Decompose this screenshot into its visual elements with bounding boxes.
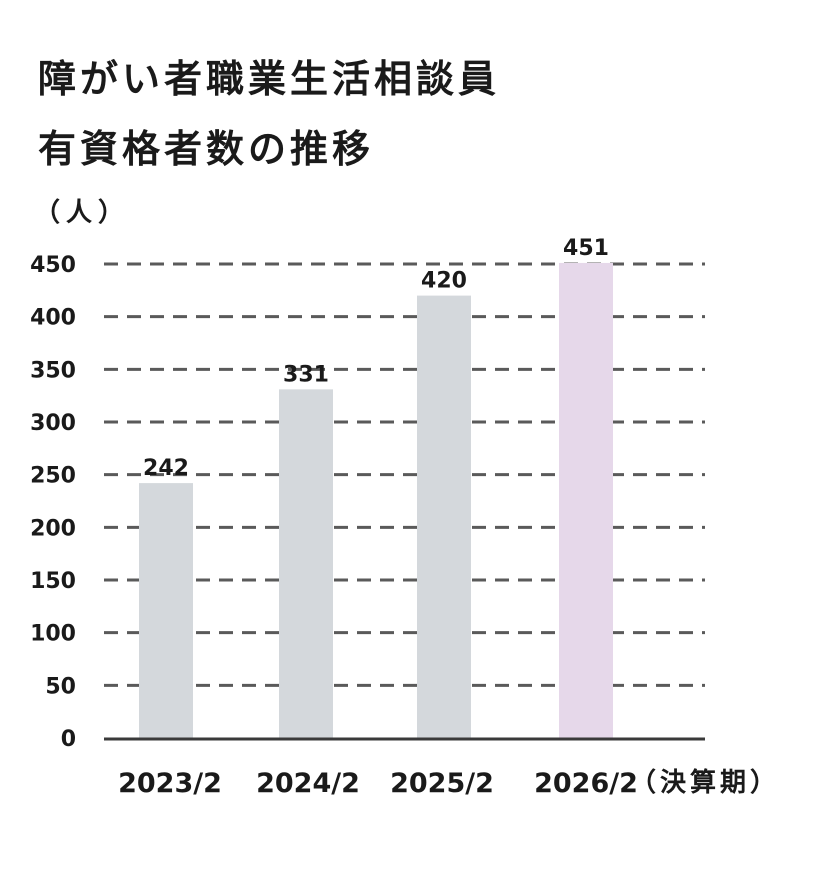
x-tick-label: 2024/2 (256, 768, 360, 799)
gridlines (104, 262, 705, 687)
y-tick-label: 100 (30, 622, 76, 647)
y-tick-label: 300 (30, 411, 76, 436)
bar (559, 262, 613, 738)
y-tick-label: 400 (30, 306, 76, 331)
y-tick-label: 200 (30, 516, 76, 541)
y-tick-label: 50 (45, 674, 76, 699)
bar (139, 483, 193, 738)
x-tick-label: 2026/2 (534, 768, 638, 799)
bar (417, 295, 471, 738)
bars (139, 262, 613, 738)
x-axis-suffix-label: （決算期） (630, 767, 780, 798)
data-label: 420 (421, 269, 467, 294)
data-label: 242 (143, 456, 189, 481)
y-tick-label: 0 (61, 727, 76, 752)
y-axis-unit-label: （人） (34, 198, 131, 228)
chart-title-line-1: 障がい者職業生活相談員 (38, 57, 501, 101)
x-tick-label: 2023/2 (118, 768, 222, 799)
y-tick-label: 150 (30, 569, 76, 594)
y-axis-ticks: 0 50 100 150 200 250 300 350 400 450 (30, 253, 76, 752)
y-tick-label: 450 (30, 253, 76, 278)
y-tick-label: 250 (30, 464, 76, 489)
data-labels: 242 331 420 451 (143, 236, 609, 481)
data-label: 451 (563, 236, 609, 261)
x-tick-label: 2025/2 (390, 768, 494, 799)
chart-title-line-2: 有資格者数の推移 (38, 127, 375, 171)
bar (279, 389, 333, 738)
x-axis-labels: 2023/2 2024/2 2025/2 2026/2（決算期） (118, 767, 780, 799)
y-tick-label: 350 (30, 358, 76, 383)
data-label: 331 (283, 362, 329, 387)
